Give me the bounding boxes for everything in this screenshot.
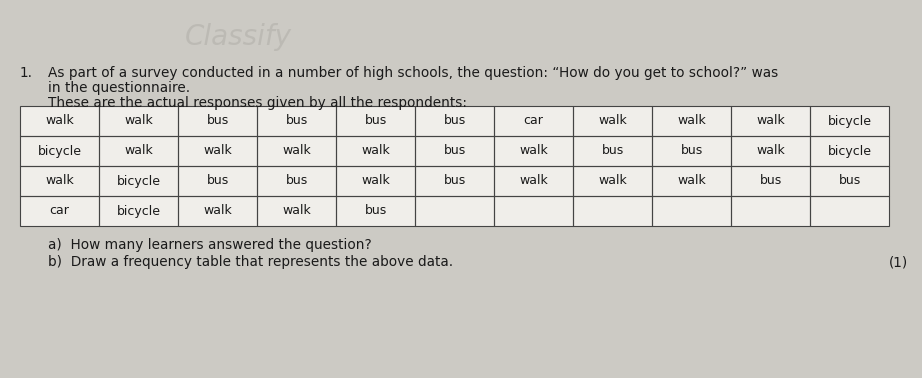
Text: bus: bus [364, 115, 386, 127]
Text: bicycle: bicycle [116, 175, 160, 187]
Bar [731, 106, 810, 136]
Text: walk: walk [45, 115, 74, 127]
Text: bus: bus [286, 115, 308, 127]
Text: bus: bus [443, 115, 466, 127]
Bar [20, 166, 99, 196]
Bar [257, 106, 336, 136]
Bar [494, 166, 573, 196]
Bar [652, 136, 731, 166]
Bar [336, 136, 415, 166]
Text: bus: bus [364, 204, 386, 217]
Text: bicycle: bicycle [828, 144, 871, 158]
Bar [652, 106, 731, 136]
Text: walk: walk [677, 115, 706, 127]
Bar [731, 166, 810, 196]
Text: bus: bus [443, 144, 466, 158]
Text: bus: bus [760, 175, 782, 187]
Bar [20, 106, 889, 226]
Bar [810, 196, 889, 226]
Bar [731, 196, 810, 226]
Text: walk: walk [124, 115, 153, 127]
Bar [810, 166, 889, 196]
Bar [178, 106, 257, 136]
Text: bicycle: bicycle [828, 115, 871, 127]
Bar [99, 106, 178, 136]
Bar [494, 196, 573, 226]
Text: bus: bus [601, 144, 623, 158]
Bar [415, 196, 494, 226]
Text: As part of a survey conducted in a number of high schools, the question: “How do: As part of a survey conducted in a numbe… [48, 66, 778, 80]
Text: walk: walk [282, 144, 311, 158]
Text: bus: bus [838, 175, 860, 187]
Text: walk: walk [677, 175, 706, 187]
Bar [573, 196, 652, 226]
Bar [810, 136, 889, 166]
Text: car: car [524, 115, 543, 127]
Text: bus: bus [207, 115, 229, 127]
Text: walk: walk [519, 175, 548, 187]
Bar [810, 106, 889, 136]
Text: car: car [50, 204, 69, 217]
Bar [99, 196, 178, 226]
Bar [494, 136, 573, 166]
Bar [178, 166, 257, 196]
Text: walk: walk [756, 115, 785, 127]
Bar [494, 106, 573, 136]
Text: walk: walk [361, 175, 390, 187]
Text: walk: walk [598, 115, 627, 127]
Text: walk: walk [361, 144, 390, 158]
Bar [652, 166, 731, 196]
Text: bus: bus [680, 144, 703, 158]
Bar [178, 136, 257, 166]
Text: Classify: Classify [185, 23, 292, 51]
Text: in the questionnaire.: in the questionnaire. [48, 81, 190, 95]
Text: bicycle: bicycle [38, 144, 81, 158]
Text: walk: walk [282, 204, 311, 217]
Text: b)  Draw a frequency table that represents the above data.: b) Draw a frequency table that represent… [48, 255, 453, 269]
Text: walk: walk [598, 175, 627, 187]
Bar [336, 196, 415, 226]
Bar [257, 166, 336, 196]
Text: walk: walk [203, 204, 231, 217]
Text: (1): (1) [889, 255, 908, 269]
Text: walk: walk [756, 144, 785, 158]
Bar [573, 136, 652, 166]
Bar [336, 166, 415, 196]
Text: bus: bus [207, 175, 229, 187]
Bar [257, 136, 336, 166]
Text: 1.: 1. [20, 66, 33, 80]
Bar [99, 166, 178, 196]
Bar [336, 106, 415, 136]
Bar [652, 196, 731, 226]
Text: walk: walk [203, 144, 231, 158]
Bar [415, 166, 494, 196]
Bar [20, 196, 99, 226]
Bar [573, 106, 652, 136]
Text: These are the actual responses given by all the respondents:: These are the actual responses given by … [48, 96, 467, 110]
Bar [99, 136, 178, 166]
Bar [20, 136, 99, 166]
Text: bus: bus [443, 175, 466, 187]
Text: a)  How many learners answered the question?: a) How many learners answered the questi… [48, 238, 372, 252]
Bar [731, 136, 810, 166]
Text: walk: walk [519, 144, 548, 158]
Text: bus: bus [286, 175, 308, 187]
Bar [20, 106, 99, 136]
Bar [415, 106, 494, 136]
Text: bicycle: bicycle [116, 204, 160, 217]
Bar [257, 196, 336, 226]
Bar [178, 196, 257, 226]
Bar [573, 166, 652, 196]
Text: walk: walk [124, 144, 153, 158]
Bar [415, 136, 494, 166]
Text: walk: walk [45, 175, 74, 187]
